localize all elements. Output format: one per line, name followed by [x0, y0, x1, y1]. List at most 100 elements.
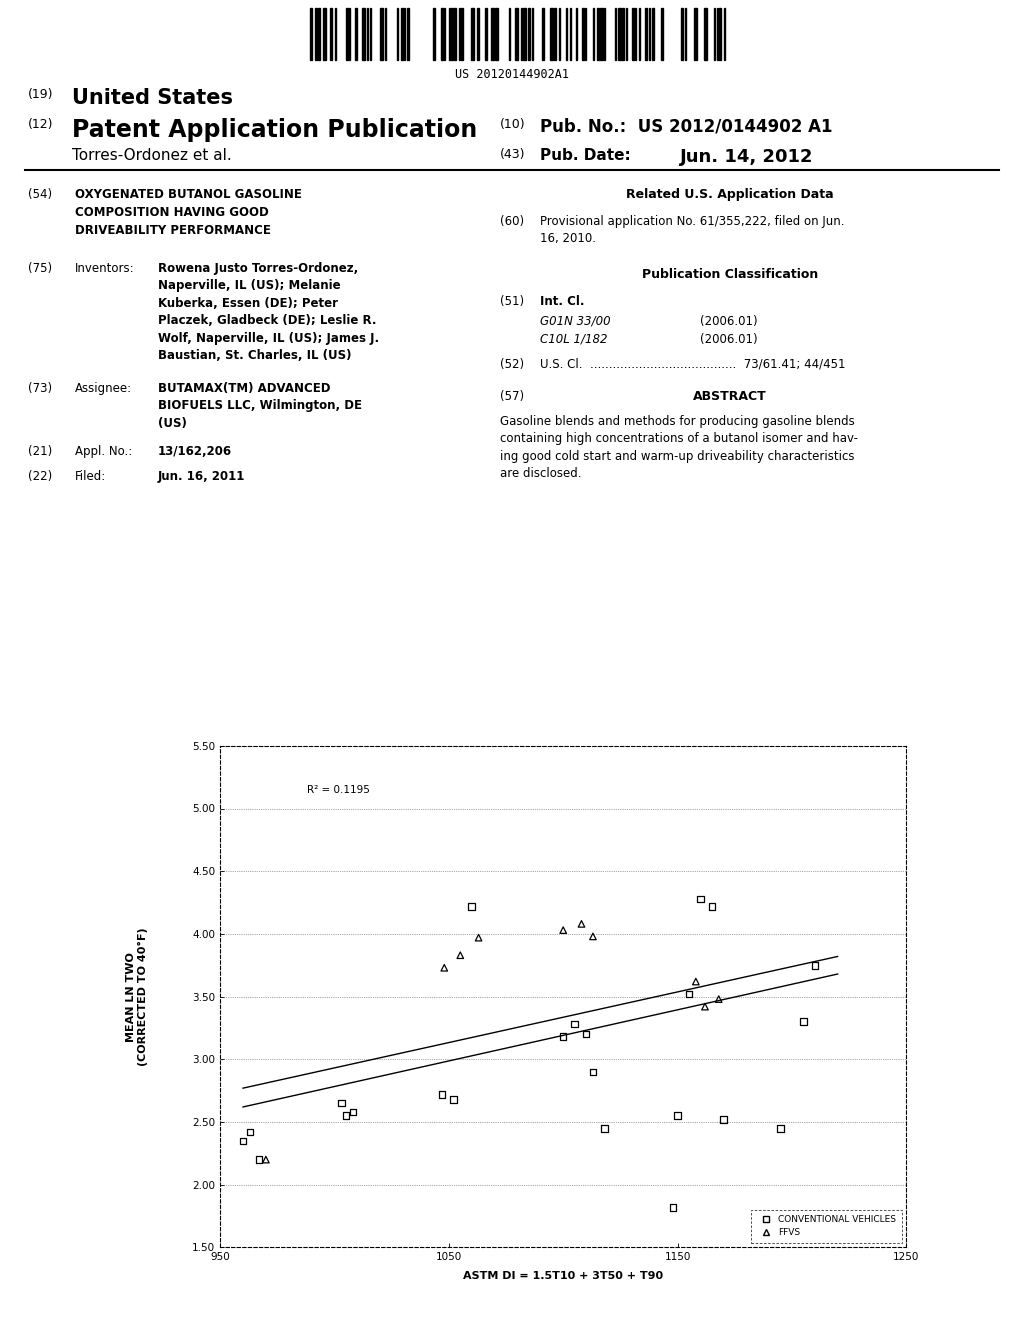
- Bar: [652, 8, 654, 59]
- Text: OXYGENATED BUTANOL GASOLINE
COMPOSITION HAVING GOOD
DRIVEABILITY PERFORMANCE: OXYGENATED BUTANOL GASOLINE COMPOSITION …: [75, 187, 302, 236]
- Bar: [433, 8, 435, 59]
- Bar: [515, 8, 518, 59]
- Point: [234, 1130, 251, 1151]
- Point: [445, 1089, 462, 1110]
- Point: [711, 989, 727, 1010]
- Text: G01N 33/00: G01N 33/00: [540, 315, 610, 327]
- Text: Int. Cl.: Int. Cl.: [540, 294, 585, 308]
- Point: [555, 920, 571, 941]
- Text: (12): (12): [28, 117, 53, 131]
- Bar: [554, 8, 556, 59]
- Point: [703, 896, 720, 917]
- Point: [670, 1105, 686, 1126]
- Text: (52): (52): [500, 358, 524, 371]
- Bar: [323, 8, 326, 59]
- Text: United States: United States: [72, 88, 233, 108]
- Text: Provisional application No. 61/355,222, filed on Jun.
16, 2010.: Provisional application No. 61/355,222, …: [540, 215, 845, 246]
- Text: (21): (21): [28, 445, 52, 458]
- Point: [338, 1105, 354, 1126]
- Bar: [454, 8, 456, 59]
- Bar: [542, 8, 544, 59]
- Text: Rowena Justo Torres-Ordonez,
Naperville, IL (US); Melanie
Kuberka, Essen (DE); P: Rowena Justo Torres-Ordonez, Naperville,…: [158, 261, 379, 363]
- Bar: [477, 8, 479, 59]
- Bar: [490, 8, 494, 59]
- Point: [688, 972, 705, 993]
- Bar: [471, 8, 474, 59]
- Bar: [622, 8, 624, 59]
- Point: [566, 1014, 583, 1035]
- Text: Publication Classification: Publication Classification: [642, 268, 818, 281]
- Point: [681, 983, 697, 1005]
- Point: [258, 1148, 274, 1170]
- Text: (60): (60): [500, 215, 524, 228]
- Text: Jun. 14, 2012: Jun. 14, 2012: [680, 148, 813, 166]
- Text: Pub. Date:: Pub. Date:: [540, 148, 631, 162]
- Text: (10): (10): [500, 117, 525, 131]
- Point: [696, 997, 713, 1018]
- Point: [242, 1122, 258, 1143]
- Text: Inventors:: Inventors:: [75, 261, 134, 275]
- Point: [333, 1093, 349, 1114]
- Bar: [582, 8, 584, 59]
- Point: [453, 945, 469, 966]
- Bar: [461, 8, 463, 59]
- Bar: [645, 8, 647, 59]
- Point: [772, 1118, 788, 1139]
- Text: ABSTRACT: ABSTRACT: [693, 389, 767, 403]
- Bar: [315, 8, 317, 59]
- Legend: CONVENTIONAL VEHICLES, FFVS: CONVENTIONAL VEHICLES, FFVS: [752, 1209, 902, 1243]
- Text: (57): (57): [500, 389, 524, 403]
- Point: [436, 957, 453, 978]
- Point: [470, 927, 486, 948]
- Point: [715, 1109, 731, 1130]
- Bar: [451, 8, 453, 59]
- Point: [692, 888, 709, 909]
- Bar: [550, 8, 553, 59]
- Text: (2006.01): (2006.01): [700, 333, 758, 346]
- Text: (22): (22): [28, 470, 52, 483]
- Text: (73): (73): [28, 381, 52, 395]
- Bar: [355, 8, 357, 59]
- Bar: [485, 8, 487, 59]
- Text: (2006.01): (2006.01): [700, 315, 758, 327]
- Text: BUTAMAX(TM) ADVANCED
BIOFUELS LLC, Wilmington, DE
(US): BUTAMAX(TM) ADVANCED BIOFUELS LLC, Wilmi…: [158, 381, 362, 430]
- Text: U.S. Cl.  .......................................  73/61.41; 44/451: U.S. Cl. ...............................…: [540, 358, 846, 371]
- Text: Torres-Ordonez et al.: Torres-Ordonez et al.: [72, 148, 231, 162]
- Text: (19): (19): [28, 88, 53, 100]
- Text: Assignee:: Assignee:: [75, 381, 132, 395]
- Bar: [662, 8, 663, 59]
- Point: [555, 1026, 571, 1047]
- Bar: [632, 8, 634, 59]
- Bar: [380, 8, 383, 59]
- Point: [807, 954, 823, 975]
- Bar: [618, 8, 621, 59]
- Text: Gasoline blends and methods for producing gasoline blends
containing high concen: Gasoline blends and methods for producin…: [500, 414, 858, 480]
- Text: Related U.S. Application Data: Related U.S. Application Data: [627, 187, 834, 201]
- Text: (43): (43): [500, 148, 525, 161]
- Bar: [346, 8, 348, 59]
- Point: [596, 1118, 612, 1139]
- Bar: [523, 8, 526, 59]
- Text: (51): (51): [500, 294, 524, 308]
- Text: Filed:: Filed:: [75, 470, 106, 483]
- Point: [345, 1101, 361, 1122]
- X-axis label: ASTM DI = 1.5T10 + 3T50 + T90: ASTM DI = 1.5T10 + 3T50 + T90: [463, 1271, 664, 1280]
- Bar: [441, 8, 443, 59]
- Bar: [318, 8, 319, 59]
- Text: R² = 0.1195: R² = 0.1195: [307, 785, 370, 796]
- Text: Patent Application Publication: Patent Application Publication: [72, 117, 477, 143]
- Bar: [330, 8, 332, 59]
- Text: Jun. 16, 2011: Jun. 16, 2011: [158, 470, 246, 483]
- Bar: [705, 8, 707, 59]
- Text: Pub. No.:  US 2012/0144902 A1: Pub. No.: US 2012/0144902 A1: [540, 117, 833, 136]
- Bar: [719, 8, 721, 59]
- Text: 13/162,206: 13/162,206: [158, 445, 232, 458]
- Point: [464, 896, 480, 917]
- Bar: [495, 8, 498, 59]
- Bar: [401, 8, 403, 59]
- Text: US 20120144902A1: US 20120144902A1: [455, 67, 569, 81]
- Point: [585, 1061, 601, 1082]
- Text: (54): (54): [28, 187, 52, 201]
- Text: (75): (75): [28, 261, 52, 275]
- Bar: [528, 8, 530, 59]
